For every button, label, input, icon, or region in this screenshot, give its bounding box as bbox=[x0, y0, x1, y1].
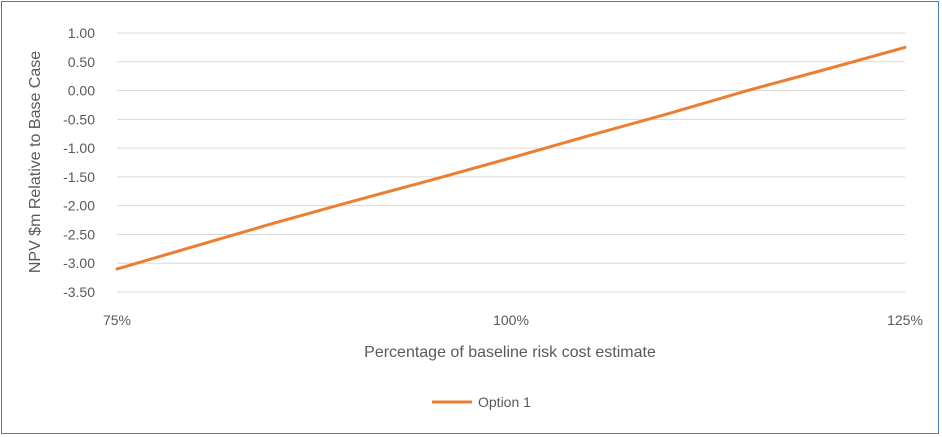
series-line-option-1 bbox=[115, 45, 907, 271]
y-tick-label: 0.50 bbox=[68, 54, 95, 70]
y-tick-labels: 1.00 0.50 0.00 -0.50 -1.00 -1.50 -2.00 -2.50 -3.… bbox=[63, 25, 95, 300]
y-tick-label: -3.50 bbox=[63, 284, 95, 300]
y-axis-title: NPV $m Relative to Base Case bbox=[27, 51, 44, 273]
y-tick-label: -1.00 bbox=[63, 140, 95, 156]
series-lines bbox=[115, 45, 907, 271]
x-tick-label: 75% bbox=[103, 312, 131, 328]
y-tick-label: -0.50 bbox=[63, 111, 95, 127]
legend-label-option-1: Option 1 bbox=[478, 394, 531, 410]
y-tick-label: -1.50 bbox=[63, 169, 95, 185]
gridlines bbox=[117, 32, 905, 293]
y-tick-label: -2.00 bbox=[63, 198, 95, 214]
y-tick-label: -2.50 bbox=[63, 226, 95, 242]
x-tick-label: 100% bbox=[493, 312, 529, 328]
y-tick-label: 1.00 bbox=[68, 25, 95, 41]
legend: Option 1 bbox=[432, 394, 531, 410]
x-tick-label: 125% bbox=[887, 312, 923, 328]
y-tick-label: 0.00 bbox=[68, 83, 95, 99]
x-tick-labels: 75% 100% 125% bbox=[103, 312, 923, 328]
x-axis-title: Percentage of baseline risk cost estimat… bbox=[364, 344, 656, 361]
y-tick-label: -3.00 bbox=[63, 255, 95, 271]
